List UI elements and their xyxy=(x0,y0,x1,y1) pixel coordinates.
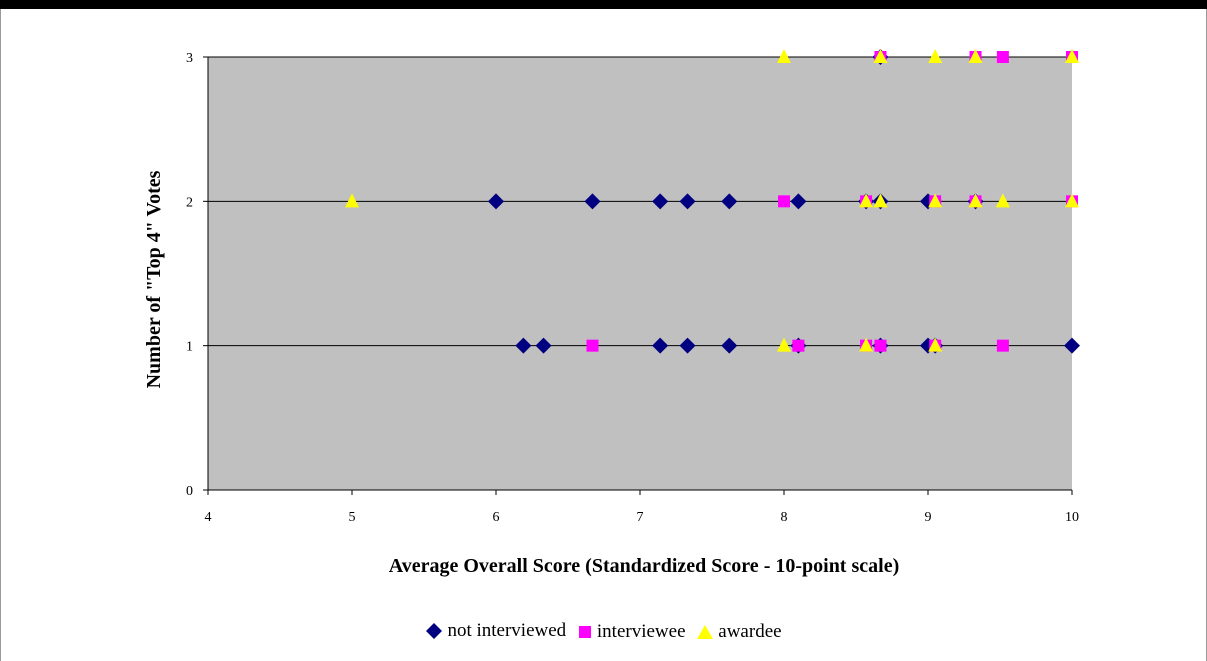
data-point-not-interviewed xyxy=(721,193,738,210)
data-point-awardee xyxy=(995,193,1010,208)
data-point-awardee xyxy=(859,337,874,352)
y-tick-label: 1 xyxy=(186,340,193,355)
data-point-interviewee xyxy=(792,339,805,352)
data-point-not-interviewed xyxy=(679,337,696,354)
data-point-awardee xyxy=(873,49,888,63)
data-point-interviewee xyxy=(996,51,1009,63)
data-point-interviewee xyxy=(778,195,790,208)
legend-label: awardee xyxy=(718,621,782,642)
data-point-interviewee xyxy=(996,339,1009,352)
x-tick-label: 9 xyxy=(925,510,932,525)
data-point-awardee xyxy=(777,337,791,352)
x-tick-label: 4 xyxy=(205,510,212,525)
x-axis-ticks: 4 5 6 7 8 9 10 xyxy=(205,490,1079,525)
plot-area xyxy=(208,57,1072,490)
y-tick-label: 2 xyxy=(186,195,193,210)
x-tick-label: 5 xyxy=(349,510,356,525)
legend: not interviewed interviewee awardee xyxy=(0,620,1207,646)
legend-label: not interviewed xyxy=(447,620,567,641)
data-point-not-interviewed xyxy=(679,193,696,210)
y-tick-label: 0 xyxy=(186,484,193,499)
left-border-line xyxy=(0,9,1,661)
square-marker-icon xyxy=(578,626,591,638)
legend-item-interviewee: interviewee xyxy=(577,621,686,643)
data-point-not-interviewed xyxy=(584,193,601,210)
data-point-not-interviewed xyxy=(652,193,669,210)
data-points xyxy=(345,49,1080,354)
x-tick-label: 10 xyxy=(1065,510,1079,525)
x-tick-label: 6 xyxy=(493,510,500,525)
data-point-not-interviewed xyxy=(721,337,738,354)
x-tick-label: 8 xyxy=(781,510,788,525)
data-point-interviewee xyxy=(586,339,599,352)
triangle-marker-icon xyxy=(697,625,714,639)
data-point-not-interviewed xyxy=(535,337,552,354)
data-point-awardee xyxy=(928,49,943,63)
data-point-awardee xyxy=(1065,49,1079,63)
data-point-awardee xyxy=(928,193,943,208)
y-axis-ticks: 0 1 2 3 xyxy=(186,51,208,499)
data-point-not-interviewed xyxy=(515,337,532,354)
legend-item-awardee: awardee xyxy=(696,621,782,643)
y-axis-title: Number of "Top 4" Votes xyxy=(143,170,165,388)
data-point-awardee xyxy=(1065,193,1079,208)
data-point-not-interviewed xyxy=(488,193,504,210)
data-point-awardee xyxy=(968,49,983,63)
x-tick-label: 7 xyxy=(637,510,644,525)
diamond-marker-icon xyxy=(426,623,443,639)
x-axis-title: Average Overall Score (Standardized Scor… xyxy=(389,555,899,577)
data-point-awardee xyxy=(345,193,359,208)
data-point-awardee xyxy=(968,193,983,208)
data-point-not-interviewed xyxy=(790,193,807,210)
y-tick-label: 3 xyxy=(186,51,193,66)
data-point-not-interviewed xyxy=(652,337,669,354)
data-point-awardee xyxy=(873,193,888,208)
legend-label: interviewee xyxy=(596,621,686,642)
data-point-awardee xyxy=(777,49,791,63)
data-point-awardee xyxy=(928,337,943,352)
data-point-awardee xyxy=(859,193,874,208)
data-point-not-interviewed xyxy=(1064,337,1080,354)
data-point-interviewee xyxy=(874,339,887,352)
top-border-bar xyxy=(0,0,1207,9)
legend-item-not-interviewed: not interviewed xyxy=(425,620,566,642)
